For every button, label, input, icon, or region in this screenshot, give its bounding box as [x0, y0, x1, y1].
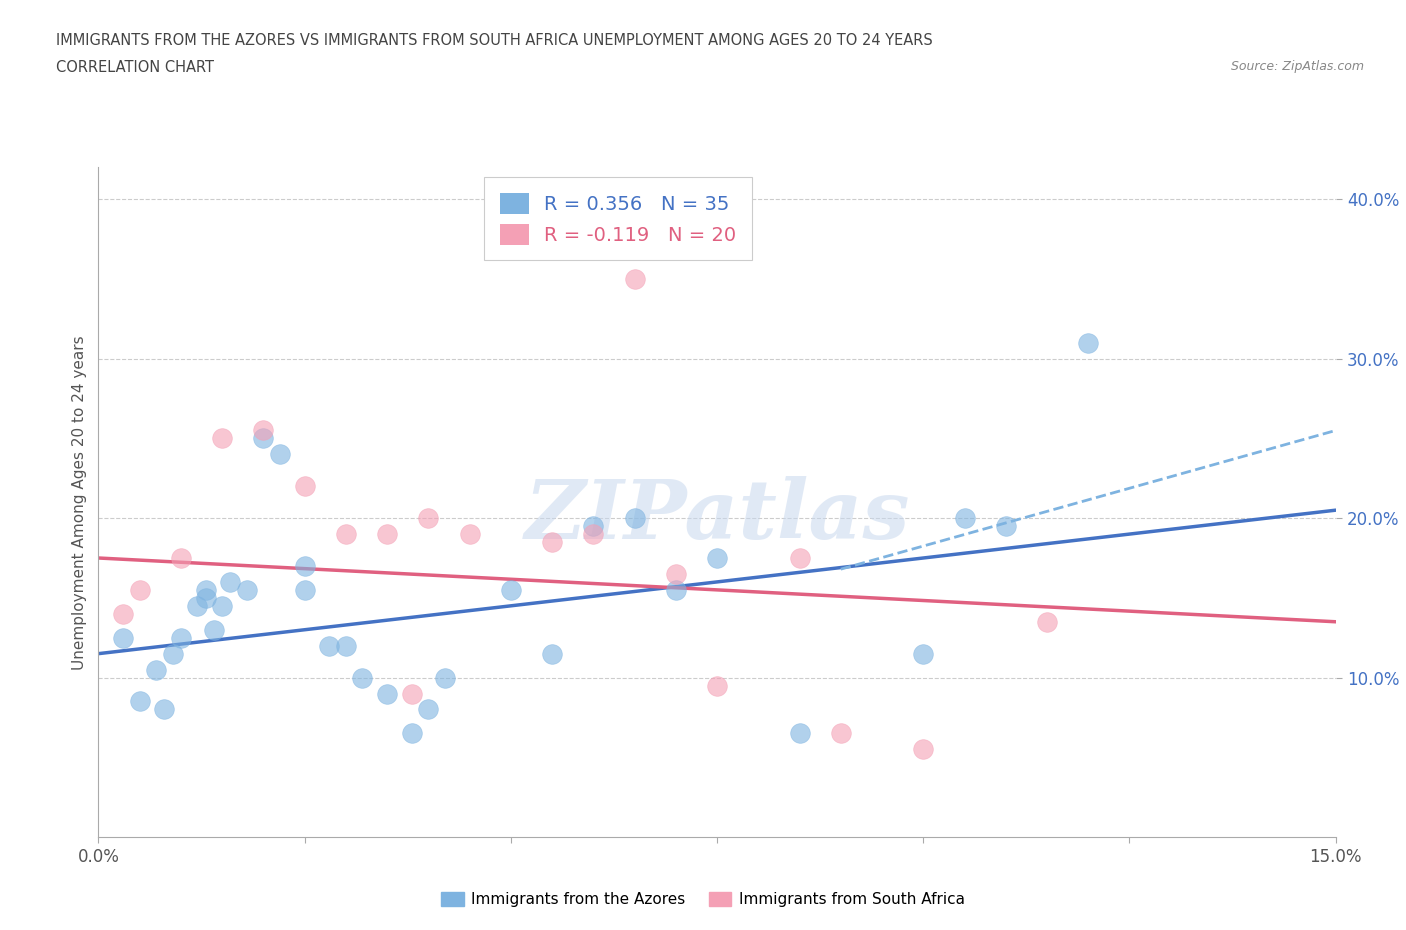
Point: [211, 598, 233, 613]
Point: [665, 566, 688, 581]
Point: [335, 526, 357, 541]
Point: [418, 511, 440, 525]
Point: [623, 511, 645, 525]
Point: [252, 423, 274, 438]
Point: [211, 431, 233, 445]
Point: [352, 671, 374, 685]
Point: [219, 575, 242, 590]
Point: [335, 638, 357, 653]
Point: [912, 646, 935, 661]
Text: CORRELATION CHART: CORRELATION CHART: [56, 60, 214, 75]
Point: [499, 582, 522, 597]
Point: [194, 591, 217, 605]
Point: [623, 272, 645, 286]
Point: [318, 638, 340, 653]
Point: [789, 726, 811, 741]
Point: [458, 526, 481, 541]
Point: [236, 582, 259, 597]
Point: [294, 559, 316, 574]
Text: ZIPatlas: ZIPatlas: [524, 475, 910, 555]
Point: [112, 606, 135, 621]
Point: [170, 551, 193, 565]
Point: [128, 582, 150, 597]
Text: Source: ZipAtlas.com: Source: ZipAtlas.com: [1230, 60, 1364, 73]
Point: [582, 526, 605, 541]
Point: [145, 662, 167, 677]
Point: [433, 671, 456, 685]
Point: [1036, 615, 1059, 630]
Text: IMMIGRANTS FROM THE AZORES VS IMMIGRANTS FROM SOUTH AFRICA UNEMPLOYMENT AMONG AG: IMMIGRANTS FROM THE AZORES VS IMMIGRANTS…: [56, 33, 934, 47]
Point: [582, 519, 605, 534]
Legend: Immigrants from the Azores, Immigrants from South Africa: Immigrants from the Azores, Immigrants f…: [434, 885, 972, 913]
Point: [401, 726, 423, 741]
Point: [375, 526, 398, 541]
Point: [294, 582, 316, 597]
Point: [112, 631, 135, 645]
Point: [128, 694, 150, 709]
Point: [375, 686, 398, 701]
Legend: R = 0.356   N = 35, R = -0.119   N = 20: R = 0.356 N = 35, R = -0.119 N = 20: [484, 177, 752, 260]
Point: [1077, 336, 1099, 351]
Y-axis label: Unemployment Among Ages 20 to 24 years: Unemployment Among Ages 20 to 24 years: [72, 335, 87, 670]
Point: [706, 678, 728, 693]
Point: [706, 551, 728, 565]
Point: [186, 598, 208, 613]
Point: [401, 686, 423, 701]
Point: [202, 622, 225, 637]
Point: [294, 479, 316, 494]
Point: [194, 582, 217, 597]
Point: [269, 447, 291, 462]
Point: [953, 511, 976, 525]
Point: [789, 551, 811, 565]
Point: [162, 646, 184, 661]
Point: [418, 702, 440, 717]
Point: [665, 582, 688, 597]
Point: [541, 535, 564, 550]
Point: [170, 631, 193, 645]
Point: [252, 431, 274, 445]
Point: [912, 742, 935, 757]
Point: [830, 726, 852, 741]
Point: [153, 702, 176, 717]
Point: [994, 519, 1017, 534]
Point: [541, 646, 564, 661]
